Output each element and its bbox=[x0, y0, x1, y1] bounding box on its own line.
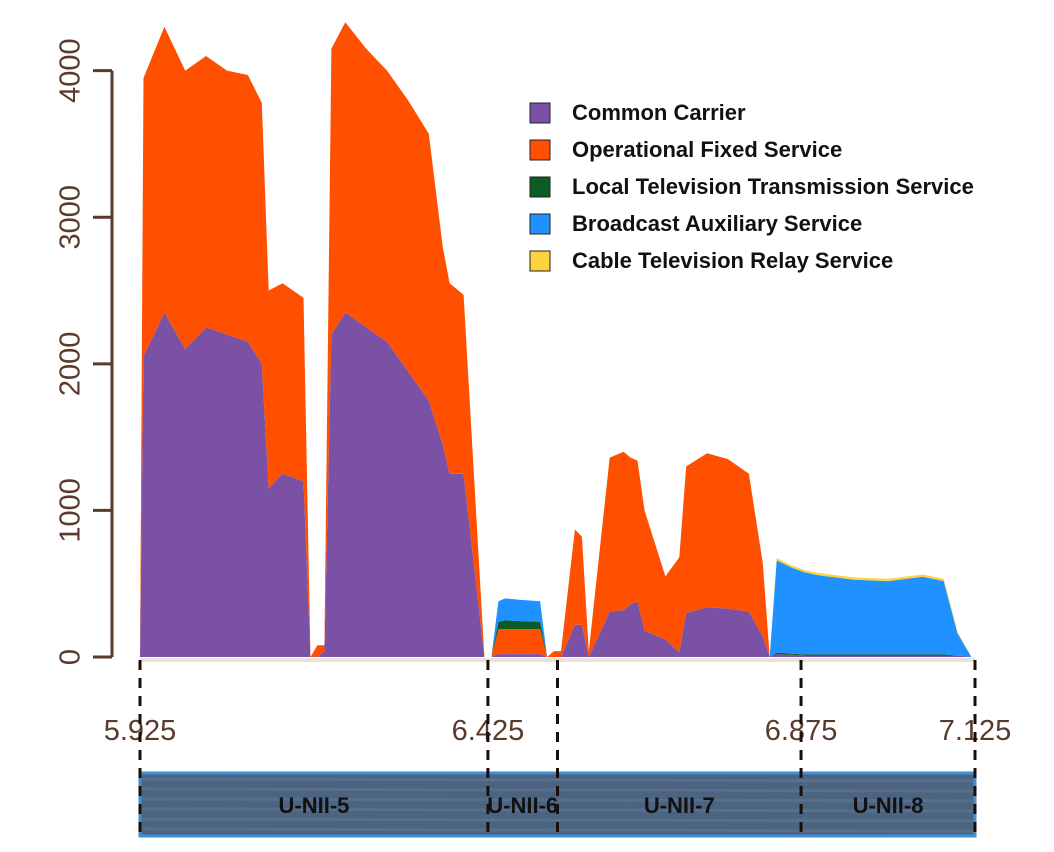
y-tick-label: 1000 bbox=[55, 478, 87, 543]
band-stripe bbox=[141, 797, 974, 803]
series-area-broadcast-auxiliary-service bbox=[140, 22, 972, 658]
series-area-common-carrier bbox=[140, 312, 972, 657]
legend-label-cable-television-relay-service: Cable Television Relay Service bbox=[572, 248, 893, 273]
band-dividers bbox=[138, 660, 977, 836]
band-stripe bbox=[141, 777, 974, 783]
y-tick-label: 0 bbox=[55, 649, 87, 665]
band-strip: U-NII-5 U-NII-6 U-NII-7 U-NII-8 bbox=[138, 771, 977, 838]
band-stripe bbox=[141, 817, 974, 823]
legend-swatch-common-carrier bbox=[529, 102, 551, 124]
y-tick-label: 2000 bbox=[55, 332, 87, 397]
legend-swatch-local-television-transmission-service bbox=[529, 176, 551, 198]
legend-label-broadcast-auxiliary-service: Broadcast Auxiliary Service bbox=[572, 211, 862, 236]
band-label-u-nii-5: U-NII-5 bbox=[279, 793, 350, 818]
plot-area bbox=[140, 22, 972, 658]
legend-label-common-carrier: Common Carrier bbox=[572, 100, 746, 125]
legend-label-local-television-transmission-service: Local Television Transmission Service bbox=[572, 174, 974, 199]
series-area-operational-fixed-service bbox=[140, 22, 972, 658]
legend-swatch-broadcast-auxiliary-service bbox=[529, 213, 551, 235]
legend: Common Carrier Operational Fixed Service L… bbox=[529, 100, 974, 273]
legend-swatch-operational-fixed-service bbox=[529, 139, 551, 161]
band-label-u-nii-6: U-NII-6 bbox=[487, 793, 558, 818]
y-tick-label: 3000 bbox=[55, 185, 87, 250]
band-label-u-nii-8: U-NII-8 bbox=[853, 793, 924, 818]
band-label-u-nii-7: U-NII-7 bbox=[644, 793, 715, 818]
legend-swatch-cable-television-relay-service bbox=[529, 250, 551, 272]
legend-label-operational-fixed-service: Operational Fixed Service bbox=[572, 137, 842, 162]
y-tick-label: 4000 bbox=[55, 38, 87, 103]
